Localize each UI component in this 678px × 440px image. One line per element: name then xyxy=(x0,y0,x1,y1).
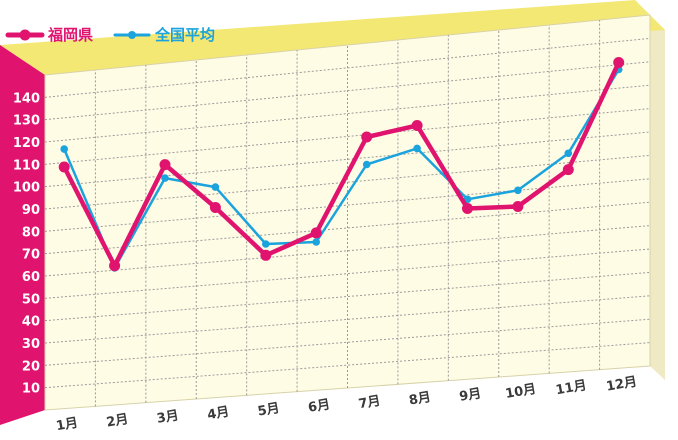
data-point-fukuoka xyxy=(260,249,272,261)
y-tick-label: 90 xyxy=(22,203,40,218)
data-point-national xyxy=(362,160,371,169)
data-point-fukuoka xyxy=(562,164,574,176)
x-tick-label: 7月 xyxy=(357,394,381,413)
gridline-horizontal xyxy=(44,108,651,165)
y-tick-label: 100 xyxy=(13,181,40,196)
x-tick-label: 11月 xyxy=(555,378,588,398)
data-point-fukuoka xyxy=(58,161,70,173)
x-tick-label: 3月 xyxy=(156,408,180,427)
x-tick-label: 12月 xyxy=(605,374,638,394)
chart-series xyxy=(58,57,625,272)
gridline-horizontal xyxy=(44,84,651,143)
data-point-fukuoka xyxy=(512,201,524,212)
gridline-horizontal xyxy=(44,342,651,389)
y-tick-label: 60 xyxy=(22,270,40,285)
x-tick-label: 8月 xyxy=(408,390,432,409)
gridline-horizontal xyxy=(44,225,651,277)
data-point-fukuoka xyxy=(109,260,121,272)
x-tick-label: 9月 xyxy=(458,386,482,405)
y-tick-label: 80 xyxy=(22,225,40,240)
x-tick-label: 5月 xyxy=(257,401,281,420)
y-tick-label: 20 xyxy=(22,359,40,374)
data-point-national xyxy=(161,174,169,182)
plot-side-wall xyxy=(650,15,665,380)
y-tick-label: 70 xyxy=(22,248,40,263)
x-axis-ticks: 1月 2月 3月 4月 5月 6月 7月 8月 9月 10月 11月 12月 xyxy=(55,374,638,434)
chart-legend: 福岡県 全国平均 xyxy=(5,26,215,44)
x-tick-label: 6月 xyxy=(307,397,331,416)
legend-marker xyxy=(128,31,136,39)
series-line-fukuoka xyxy=(61,60,621,268)
chart-grid xyxy=(44,20,651,407)
legend-label: 福岡県 xyxy=(47,26,93,44)
data-point-fukuoka xyxy=(462,203,473,214)
data-point-fukuoka xyxy=(613,57,625,68)
y-tick-label: 120 xyxy=(13,136,40,151)
gridline-horizontal xyxy=(44,37,651,98)
data-point-fukuoka xyxy=(209,202,221,213)
data-point-fukuoka xyxy=(159,159,171,171)
data-point-fukuoka xyxy=(310,227,322,239)
y-tick-label: 130 xyxy=(13,114,40,129)
y-tick-label: 110 xyxy=(13,158,40,173)
legend-label: 全国平均 xyxy=(154,26,215,44)
x-tick-label: 2月 xyxy=(105,412,129,431)
legend-marker xyxy=(19,29,31,41)
y-tick-label: 40 xyxy=(22,315,40,330)
x-tick-label: 4月 xyxy=(206,405,230,424)
data-point-national xyxy=(413,144,421,153)
data-point-national xyxy=(211,183,220,191)
x-tick-label: 10月 xyxy=(504,382,537,402)
data-point-national xyxy=(514,186,522,195)
y-axis-ticks: 10 20 30 40 50 60 70 80 90 100 110 120 130 140 xyxy=(13,91,40,396)
y-tick-label: 50 xyxy=(22,292,40,307)
data-point-fukuoka xyxy=(361,131,373,143)
y-tick-label: 10 xyxy=(22,382,40,397)
y-tick-label: 140 xyxy=(13,91,40,106)
y-tick-label: 30 xyxy=(22,337,40,352)
data-point-fukuoka xyxy=(411,120,423,131)
chart-background xyxy=(0,0,665,425)
y-axis-band xyxy=(0,45,45,425)
data-point-national xyxy=(262,240,270,248)
x-tick-label: 1月 xyxy=(55,416,79,435)
data-point-national xyxy=(312,238,321,246)
top-band xyxy=(0,0,665,75)
series-line-national xyxy=(62,68,620,270)
data-point-national xyxy=(60,145,68,153)
data-point-national xyxy=(564,149,573,158)
